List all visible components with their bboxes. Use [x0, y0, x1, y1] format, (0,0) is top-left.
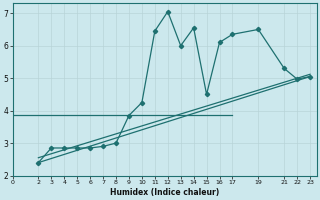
X-axis label: Humidex (Indice chaleur): Humidex (Indice chaleur) — [110, 188, 219, 197]
